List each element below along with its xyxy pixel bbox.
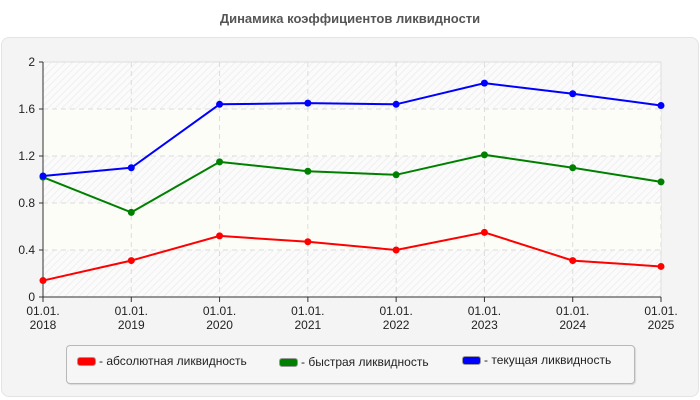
axes: 00.40.81.21.6201.01.201801.01.201901.01.… bbox=[18, 55, 677, 332]
data-series bbox=[39, 79, 665, 285]
svg-text:01.01.: 01.01. bbox=[115, 304, 148, 318]
legend-item-absolute: - абсолютная ликвидность bbox=[77, 354, 247, 368]
svg-text:0.4: 0.4 bbox=[18, 243, 35, 257]
svg-text:2024: 2024 bbox=[559, 318, 586, 332]
legend-label: - текущая ликвидность bbox=[484, 353, 612, 367]
svg-text:2019: 2019 bbox=[118, 318, 145, 332]
svg-text:2: 2 bbox=[28, 55, 35, 69]
legend-swatch-blue bbox=[462, 355, 481, 365]
svg-text:01.01.: 01.01. bbox=[379, 304, 412, 318]
legend-swatch-red bbox=[77, 356, 96, 366]
legend-swatch-green bbox=[279, 357, 298, 367]
svg-text:01.01.: 01.01. bbox=[644, 304, 677, 318]
svg-text:01.01.: 01.01. bbox=[291, 304, 324, 318]
svg-text:0: 0 bbox=[28, 290, 35, 304]
legend-item-quick: - быстрая ликвидность bbox=[279, 355, 429, 369]
legend-item-current: - текущая ликвидность bbox=[462, 353, 611, 367]
svg-text:01.01.: 01.01. bbox=[26, 304, 59, 318]
plot-area bbox=[42, 61, 662, 298]
svg-text:2018: 2018 bbox=[30, 318, 57, 332]
svg-text:2025: 2025 bbox=[648, 318, 675, 332]
legend-label: - абсолютная ликвидность bbox=[99, 354, 247, 368]
svg-text:1.2: 1.2 bbox=[18, 149, 35, 163]
svg-text:01.01.: 01.01. bbox=[556, 304, 589, 318]
svg-text:1.6: 1.6 bbox=[18, 102, 35, 116]
legend: - абсолютная ликвидность - быстрая ликви… bbox=[66, 345, 635, 384]
svg-text:01.01.: 01.01. bbox=[468, 304, 501, 318]
svg-text:2023: 2023 bbox=[471, 318, 498, 332]
svg-text:01.01.: 01.01. bbox=[203, 304, 236, 318]
svg-text:0.8: 0.8 bbox=[18, 196, 35, 210]
legend-label: - быстрая ликвидность bbox=[301, 355, 429, 369]
chart-title: Динамика коэффициентов ликвидности bbox=[219, 11, 481, 26]
svg-text:2022: 2022 bbox=[383, 318, 410, 332]
svg-text:2021: 2021 bbox=[295, 318, 322, 332]
svg-text:2020: 2020 bbox=[206, 318, 233, 332]
